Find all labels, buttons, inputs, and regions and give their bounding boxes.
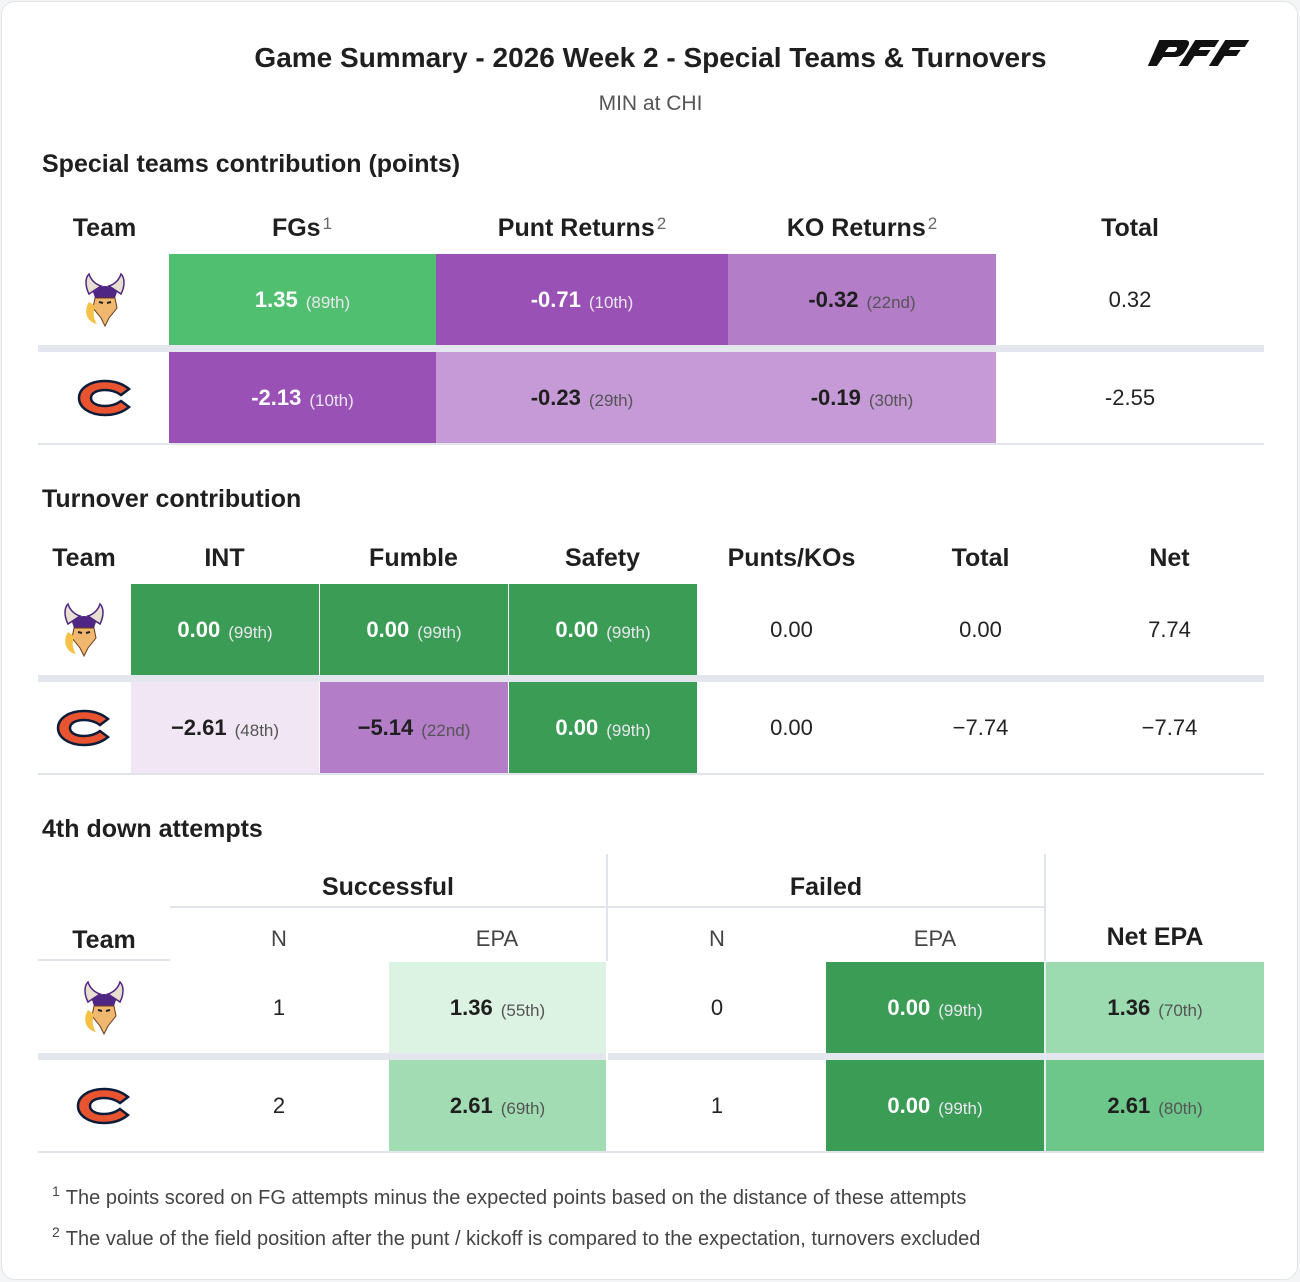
to-header-total: Total	[951, 544, 1010, 572]
st-header-fgs: FGs 1	[271, 214, 333, 242]
fd-header-net-epa: Net EPA	[1106, 923, 1204, 951]
vikings-logo-icon	[64, 602, 104, 657]
column-divider	[1044, 962, 1046, 1151]
to-row-chi-safety: 0.00 (99th)	[509, 682, 697, 773]
fd-header-fail-n: N	[709, 926, 725, 951]
to-row-chi-fumble: −5.14 (22nd)	[320, 682, 508, 773]
to-row-chi-int: −2.61 (48th)	[131, 682, 319, 773]
to-row-min-logo	[38, 584, 130, 675]
column-divider	[606, 962, 608, 1151]
to-header-safety: Safety	[564, 544, 641, 572]
to-row-min-safety: 0.00 (99th)	[509, 584, 697, 675]
fd-row-chi-fail-n: 1	[710, 1092, 724, 1118]
footnote-1: 1 The points scored on FG attempts minus …	[52, 1183, 967, 1209]
row-separator	[38, 675, 1264, 682]
page-title: Game Summary - 2026 Week 2 - Special Tea…	[254, 42, 1047, 73]
st-row-chi-logo	[42, 352, 167, 443]
fd-header-successful: Successful	[321, 873, 454, 901]
fourth-down-title: 4th down attempts	[42, 815, 263, 843]
st-header-ko-returns: KO Returns 2	[786, 214, 938, 242]
vikings-logo-icon	[84, 272, 125, 327]
st-row-min-fgs: 1.35 (89th)	[169, 254, 436, 345]
st-row-chi-fgs: -2.13 (10th)	[169, 352, 436, 443]
fd-row-chi-net-epa: 2.61 (80th)	[1046, 1060, 1264, 1151]
fd-row-chi-fail-epa: 0.00 (99th)	[826, 1060, 1044, 1151]
fd-row-min-logo	[38, 962, 170, 1053]
to-row-min-int: 0.00 (99th)	[131, 584, 319, 675]
row-separator	[38, 1053, 1264, 1060]
st-header-team: Team	[72, 214, 137, 242]
to-row-min-total: 0.00	[959, 616, 1002, 642]
st-row-chi-punt: -0.23 (29th)	[436, 352, 728, 443]
st-row-chi-ko: -0.19 (30th)	[728, 352, 996, 443]
fd-row-min-succ-n: 1	[272, 994, 286, 1020]
bears-logo-icon	[77, 379, 131, 416]
fd-row-chi-succ-n: 2	[272, 1092, 286, 1118]
pff-logo-icon	[1147, 40, 1250, 66]
column-divider	[1044, 854, 1046, 961]
fd-row-min-fail-epa: 0.00 (99th)	[826, 962, 1044, 1053]
page-subtitle: MIN at CHI	[598, 92, 703, 115]
st-row-min-total: 0.32	[1108, 286, 1152, 312]
st-row-min-punt: -0.71 (10th)	[436, 254, 728, 345]
vikings-logo-icon	[84, 980, 124, 1035]
fd-header-succ-epa: EPA	[475, 926, 519, 951]
team-header-underline	[38, 959, 170, 961]
to-header-team: Team	[52, 544, 116, 572]
st-row-min-logo	[42, 254, 167, 345]
fd-row-chi-logo	[38, 1060, 170, 1151]
row-separator	[38, 345, 1264, 352]
fd-header-team: Team	[72, 926, 136, 954]
st-header-punt-returns: Punt Returns 2	[497, 214, 667, 242]
group-header-underline	[170, 906, 1044, 908]
to-row-chi-logo	[38, 682, 130, 773]
fd-row-min-fail-n: 0	[710, 994, 724, 1020]
fd-header-failed: Failed	[789, 873, 863, 901]
fd-header-succ-n: N	[271, 926, 287, 951]
to-row-min-fumble: 0.00 (99th)	[320, 584, 508, 675]
table-bottom-border	[38, 1151, 1264, 1153]
fd-row-min-succ-epa: 1.36 (55th)	[389, 962, 606, 1053]
footnote-2: 2 The value of the field position after t…	[52, 1224, 981, 1250]
fd-row-min-net-epa: 1.36 (70th)	[1046, 962, 1264, 1053]
fd-header-fail-epa: EPA	[913, 926, 957, 951]
to-row-chi-punts-kos: 0.00	[770, 714, 813, 740]
to-header-int: INT	[204, 544, 245, 572]
special-teams-title: Special teams contribution (points)	[42, 150, 461, 178]
bears-logo-icon	[56, 709, 111, 746]
to-header-punts-kos: Punts/KOs	[727, 544, 856, 572]
to-row-min-net: 7.74	[1148, 616, 1191, 642]
bears-logo-icon	[76, 1087, 131, 1124]
to-header-fumble: Fumble	[369, 544, 458, 572]
to-row-min-punts-kos: 0.00	[770, 616, 813, 642]
table-bottom-border	[38, 443, 1264, 445]
st-row-min-ko: -0.32 (22nd)	[728, 254, 996, 345]
st-header-total: Total	[1101, 214, 1159, 242]
turnover-title: Turnover contribution	[42, 485, 302, 513]
to-header-net: Net	[1149, 544, 1190, 572]
to-row-chi-net: −7.74	[1141, 714, 1198, 740]
st-row-chi-total: -2.55	[1104, 384, 1156, 410]
fd-row-chi-succ-epa: 2.61 (69th)	[389, 1060, 606, 1151]
table-bottom-border	[38, 773, 1264, 775]
to-row-chi-total: −7.74	[952, 714, 1009, 740]
